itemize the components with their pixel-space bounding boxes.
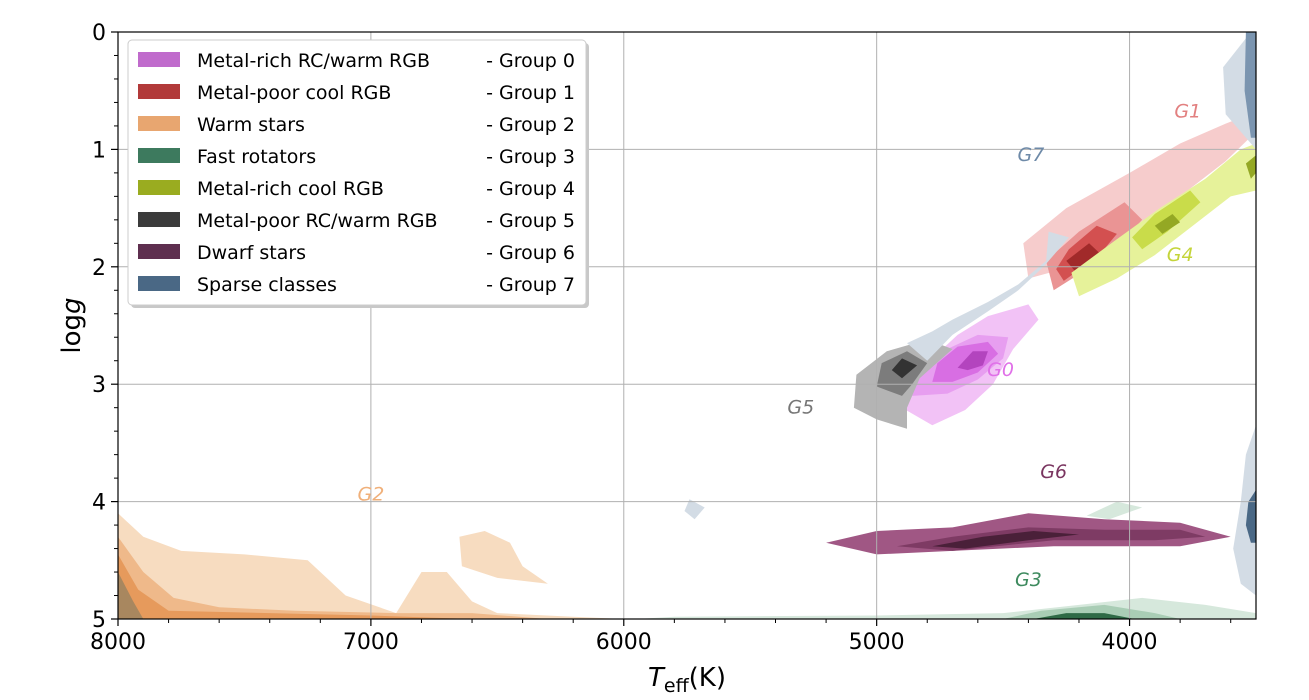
legend-group-g0: - Group 0 (486, 50, 575, 72)
contour-level (684, 499, 705, 520)
contour-level (1003, 604, 1181, 619)
contour-group-g2 (118, 513, 624, 619)
contour-level (1066, 243, 1100, 273)
y-tick-label: 4 (92, 491, 106, 516)
legend-label-g3: Fast rotators (197, 146, 316, 168)
contour-level (1244, 32, 1256, 138)
legend-label-g2: Warm stars (197, 114, 305, 136)
x-tick-label: 4000 (1102, 630, 1158, 655)
group-label-g2: G2 (357, 483, 384, 505)
legend-group-g6: - Group 6 (486, 242, 575, 264)
group-label-g6: G6 (1040, 461, 1067, 483)
contour-level (1033, 613, 1135, 619)
legend-swatch-g5 (138, 212, 180, 227)
contour-level (1245, 155, 1256, 179)
legend-swatch-g7 (138, 276, 180, 291)
legend-swatch-g1 (138, 84, 180, 99)
legend-label-g5: Metal-poor RC/warm RGB (197, 210, 438, 232)
contour-level (118, 513, 624, 619)
contour-level (118, 554, 472, 619)
y-axis-title: logg (57, 297, 87, 353)
legend-swatch-g4 (138, 180, 180, 195)
group-label-g3: G3 (1015, 569, 1042, 591)
legend-label-g0: Metal-rich RC/warm RGB (197, 50, 430, 72)
y-tick-label: 0 (92, 21, 106, 46)
contour-group-g4 (1071, 143, 1256, 297)
plot-frame (117, 31, 1257, 620)
group-label-g1: G1 (1174, 101, 1201, 123)
group-labels: G0 G1 G2 G3 G4 G5 G6 G7 (357, 101, 1201, 591)
contour-level (118, 572, 144, 619)
legend: Metal-rich RC/warm RGB - Group 0 Metal-poo… (127, 39, 589, 308)
contour-group-g7 (684, 32, 1256, 596)
legend-group-g7: - Group 7 (486, 274, 575, 296)
x-tick-label: 8000 (90, 630, 146, 655)
contour-group-g6 (826, 513, 1231, 555)
group-label-g4: G4 (1167, 244, 1194, 266)
x-tick-label: 7000 (343, 630, 399, 655)
group-label-g7: G7 (1018, 144, 1045, 166)
group-label-g5: G5 (787, 397, 814, 419)
y-tick-label: 1 (92, 138, 106, 163)
y-tick-label: 3 (92, 373, 106, 398)
axes: 8000 7000 6000 5000 4000 0 1 2 3 4 5 Teff(K) logg (57, 21, 1257, 697)
legend-group-g2: - Group 2 (486, 114, 575, 136)
legend-swatch-g3 (138, 148, 180, 163)
x-tick-label: 6000 (596, 630, 652, 655)
x-tick-label: 5000 (849, 630, 905, 655)
group-label-g0: G0 (987, 359, 1014, 381)
contour-group-g0 (902, 304, 1039, 426)
y-tick-label: 5 (92, 608, 106, 633)
legend-label-g4: Metal-rich cool RGB (197, 178, 384, 200)
legend-group-g3: - Group 3 (486, 146, 575, 168)
legend-label-g7: Sparse classes (197, 274, 337, 296)
contour-level (891, 358, 918, 379)
legend-swatch-g6 (138, 244, 180, 259)
contour-group-g3 (636, 501, 1256, 619)
legend-label-g1: Metal-poor cool RGB (197, 82, 391, 104)
legend-group-g5: - Group 5 (486, 210, 575, 232)
legend-label-g6: Dwarf stars (197, 242, 306, 264)
contour-level (1245, 489, 1256, 543)
y-tick-label: 2 (92, 256, 106, 281)
contour-level (907, 231, 1069, 361)
contour-level (932, 531, 1079, 549)
contour-level (957, 351, 988, 371)
legend-box (127, 39, 587, 306)
legend-swatch-g0 (138, 52, 180, 67)
contour-level (1154, 214, 1181, 234)
legend-swatch-g2 (138, 116, 180, 131)
x-axis-title: Teff(K) (648, 663, 726, 697)
contour-level (1086, 501, 1143, 520)
legend-group-g4: - Group 4 (486, 178, 575, 200)
contour-level (459, 531, 548, 584)
contour-level (1233, 425, 1256, 596)
legend-group-g1: - Group 1 (486, 82, 575, 104)
